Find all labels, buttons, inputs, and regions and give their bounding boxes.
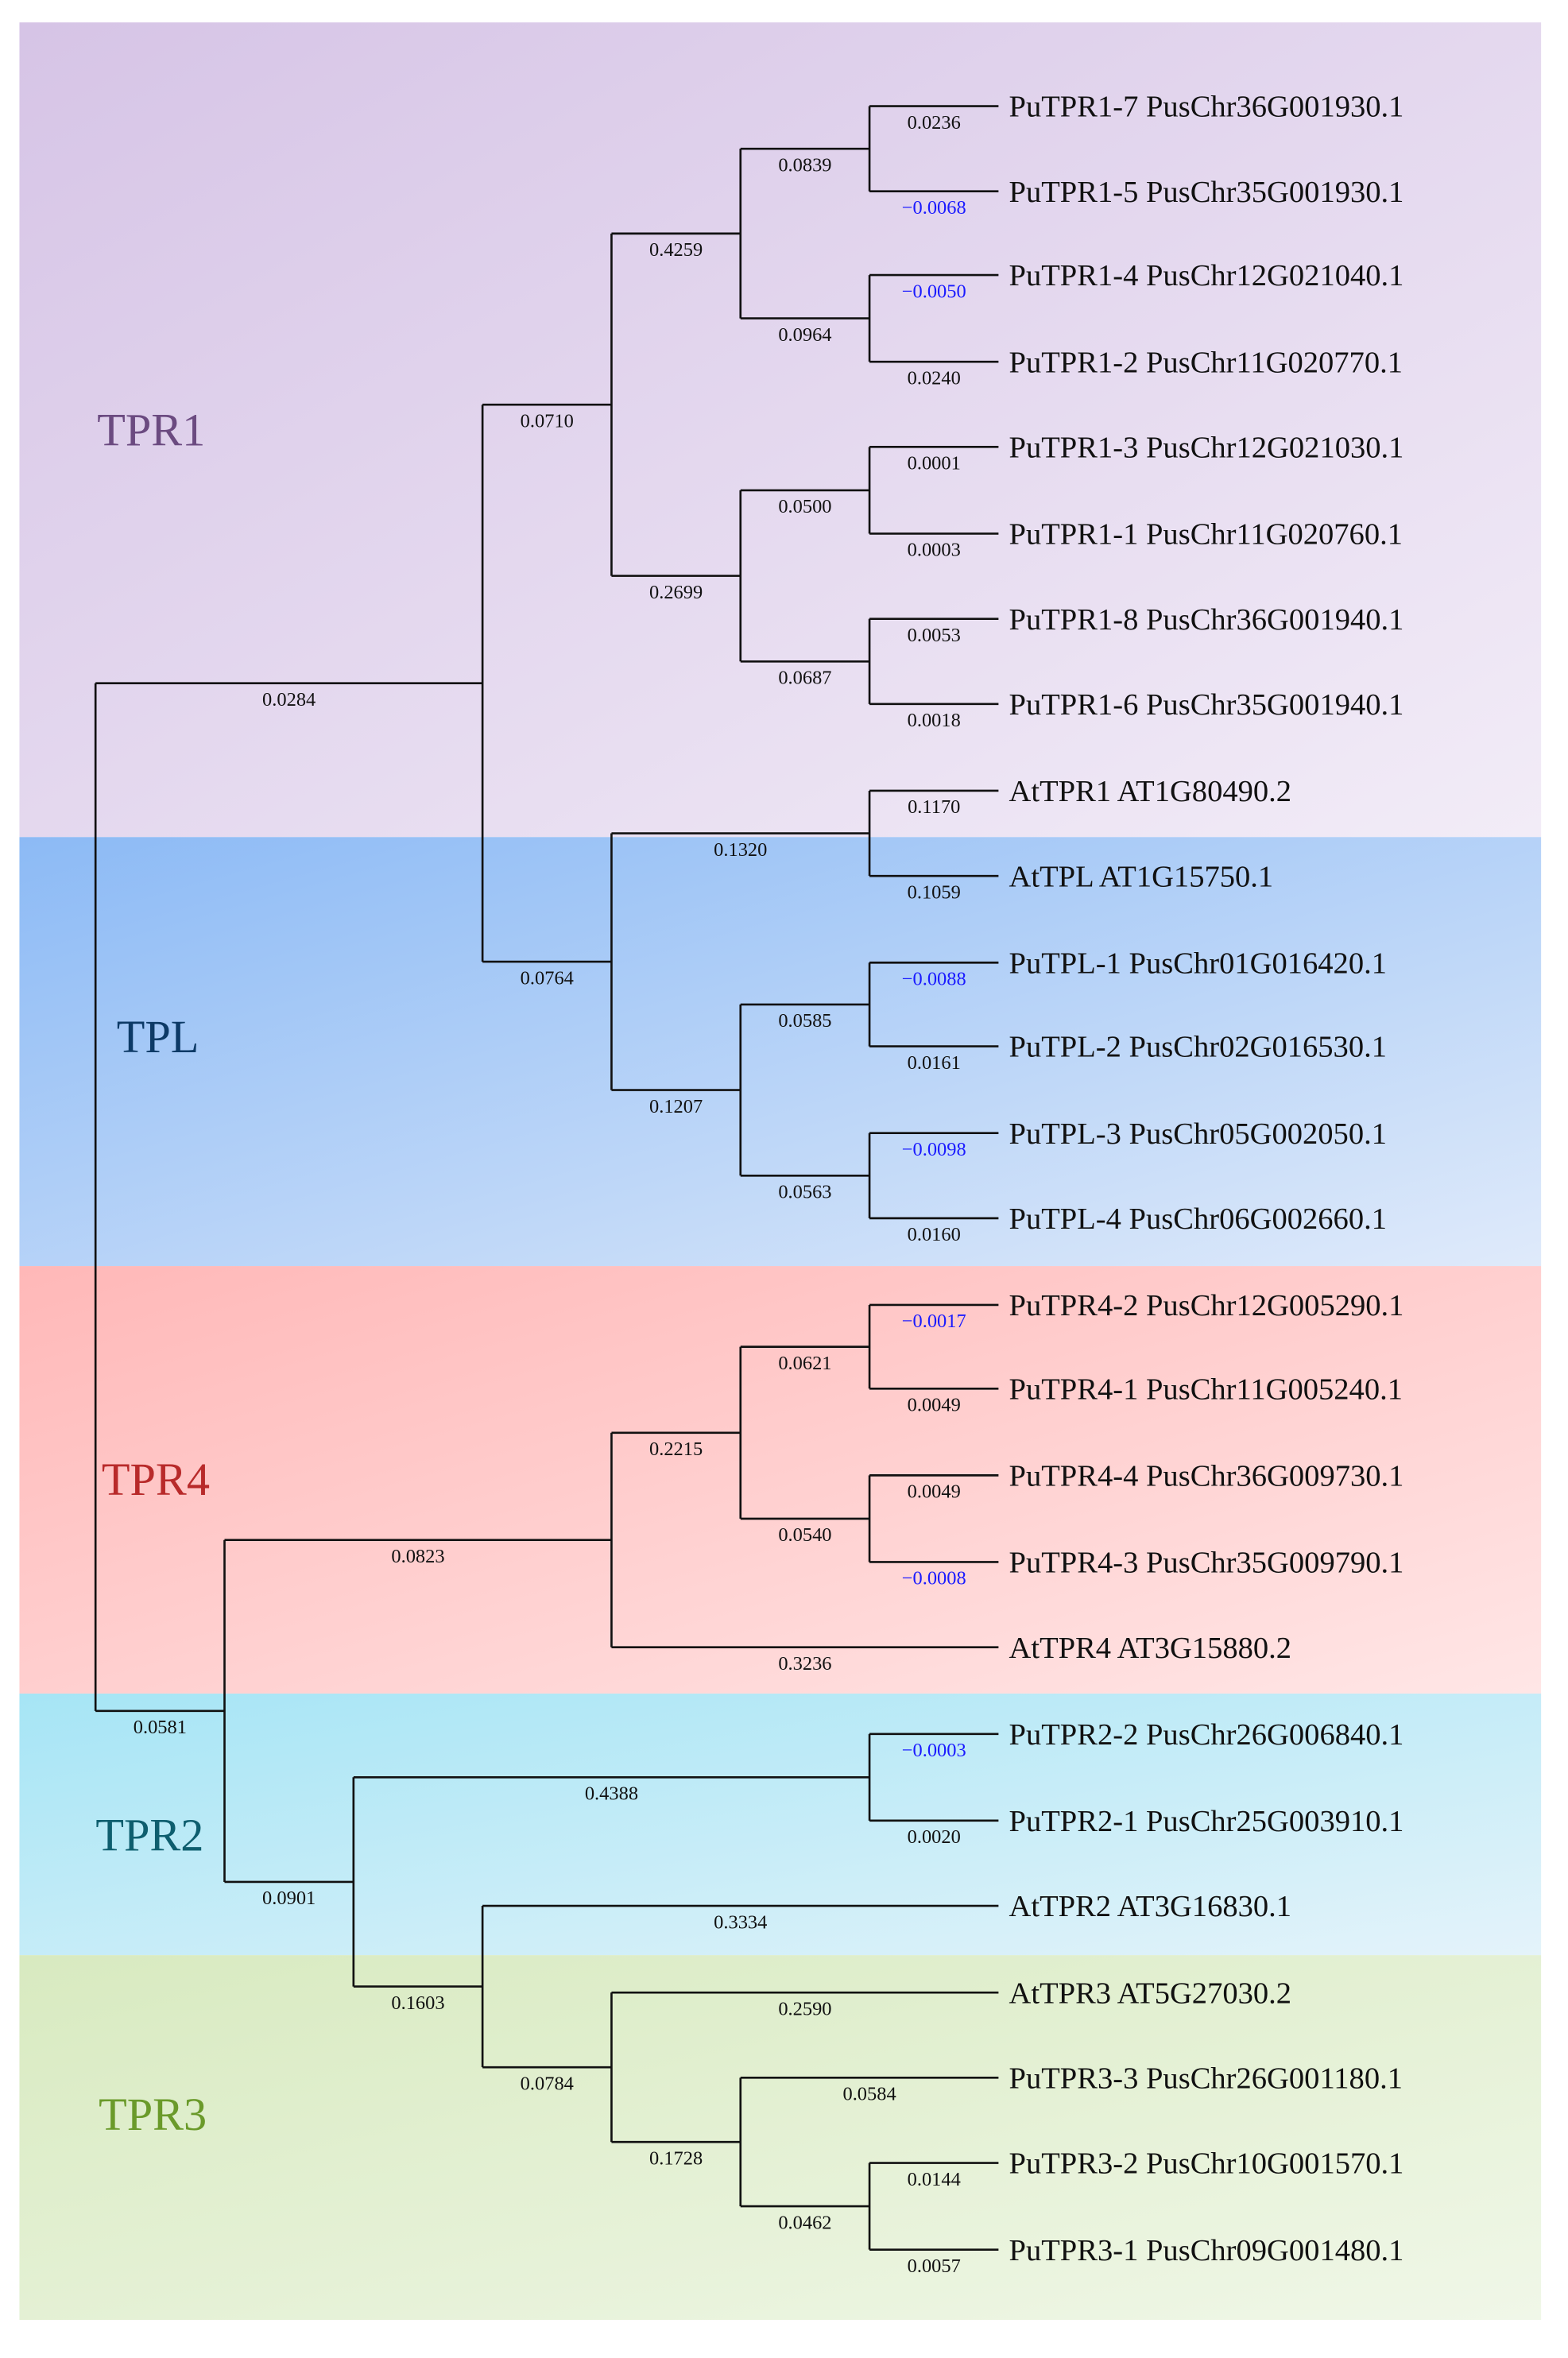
branch-length-label: −0.0068	[902, 197, 966, 219]
branch-length-label: 0.0057	[908, 2255, 961, 2277]
leaf-label: AtTPR4 AT3G15880.2	[1009, 1632, 1292, 1665]
branch-length-label: 0.0540	[778, 1524, 831, 1546]
leaf-label: PuTPR1-7 PusChr36G001930.1	[1009, 91, 1404, 124]
branch-length-label: 0.0585	[778, 1010, 831, 1032]
band-tpr1	[19, 22, 1542, 838]
branch-length-label: 0.0784	[521, 2073, 574, 2094]
branch-length-label: 0.0053	[908, 625, 961, 646]
branch-length-label: 0.0621	[778, 1353, 831, 1374]
leaf-label: AtTPL AT1G15750.1	[1009, 860, 1274, 893]
leaf-label: PuTPR2-1 PusChr25G003910.1	[1009, 1805, 1404, 1838]
branch-length-label: 0.1728	[649, 2147, 703, 2169]
leaf-label: PuTPR1-1 PusChr11G020760.1	[1009, 518, 1403, 552]
clade-label-tpr1: TPR1	[97, 404, 205, 455]
leaf-label: PuTPL-2 PusChr02G016530.1	[1009, 1031, 1387, 1064]
branch-length-label: −0.0088	[902, 968, 966, 989]
leaf-label: PuTPR3-2 PusChr10G001570.1	[1009, 2147, 1404, 2181]
branch-length-label: 0.0020	[908, 1826, 961, 1848]
branch-length-label: 0.1059	[908, 881, 961, 903]
leaf-label: PuTPR4-3 PusChr35G009790.1	[1009, 1547, 1404, 1580]
band-tpr2	[19, 1693, 1542, 1956]
branch-length-label: 0.0240	[908, 367, 961, 389]
branch-length-label: 0.0018	[908, 710, 961, 731]
tree-branches	[94, 105, 999, 2251]
clade-label-tpr2: TPR2	[95, 1809, 203, 1860]
leaf-label: PuTPR3-3 PusChr26G001180.1	[1009, 2062, 1403, 2096]
branch-length-label: 0.0500	[778, 496, 831, 517]
leaf-label: PuTPR4-2 PusChr12G005290.1	[1009, 1289, 1404, 1322]
leaf-label: AtTPR2 AT3G16830.1	[1009, 1890, 1292, 1923]
leaf-label: PuTPL-3 PusChr05G002050.1	[1009, 1117, 1387, 1151]
branch-length-label: −0.0008	[902, 1568, 966, 1589]
clade-label-tpr3: TPR3	[99, 2089, 207, 2140]
branch-length-label: 0.0144	[908, 2169, 961, 2190]
branch-length-label: 0.0161	[908, 1052, 961, 1074]
branch-length-label: −0.0098	[902, 1139, 966, 1160]
branch-length-label: 0.0839	[778, 154, 831, 176]
leaf-label: PuTPR1-3 PusChr12G021030.1	[1009, 432, 1404, 465]
branch-length-label: 0.0901	[262, 1888, 316, 1909]
branch-length-label: −0.0003	[902, 1740, 966, 1761]
branch-length-label: 0.1603	[391, 1992, 444, 2014]
branch-length-label: 0.0584	[842, 2084, 896, 2105]
branch-length-label: 0.4388	[585, 1783, 638, 1805]
branch-length-label: 0.0284	[262, 689, 316, 710]
branch-length-label: 0.4259	[649, 239, 703, 261]
branch-length-label: 0.0764	[521, 967, 574, 989]
leaf-label: PuTPR1-6 PusChr35G001940.1	[1009, 688, 1404, 722]
tree-labels: 0.0284 0.0710 0.4259 0.0839 0.0236 PuTPR1-7 P…	[134, 91, 1404, 2277]
clade-label-tpl: TPL	[117, 1011, 199, 1063]
branch-length-label: 0.3334	[714, 1911, 767, 1933]
clade-labels: TPR1 TPL TPR4 TPR2 TPR3	[95, 404, 210, 2140]
leaf-label: PuTPR2-2 PusChr26G006840.1	[1009, 1718, 1404, 1752]
branch-length-label: 0.3236	[778, 1653, 831, 1675]
leaf-label: PuTPL-1 PusChr01G016420.1	[1009, 947, 1387, 980]
branch-length-label: −0.0050	[902, 281, 966, 302]
branch-length-label: 0.1207	[649, 1096, 703, 1117]
leaf-label: PuTPR4-4 PusChr36G009730.1	[1009, 1460, 1404, 1493]
branch-length-label: 0.0003	[908, 540, 961, 561]
band-tpl	[19, 837, 1542, 1267]
branch-length-label: 0.0581	[134, 1717, 187, 1738]
branch-length-label: 0.2215	[649, 1438, 703, 1460]
branch-length-label: 0.0710	[521, 410, 574, 432]
branch-length-label: 0.0049	[908, 1394, 961, 1415]
branch-length-label: 0.1320	[714, 839, 767, 861]
branch-length-label: 0.1170	[908, 796, 960, 818]
branch-length-label: 0.0687	[778, 667, 831, 688]
band-tpr4	[19, 1266, 1542, 1694]
leaf-label: PuTPR1-5 PusChr35G001930.1	[1009, 176, 1404, 209]
branch-length-label: 0.0236	[908, 112, 961, 134]
branch-length-label: 0.0462	[778, 2212, 831, 2233]
branch-length-label: 0.0823	[391, 1546, 444, 1567]
leaf-label: AtTPR3 AT5G27030.2	[1009, 1977, 1292, 2010]
branch-length-label: 0.0049	[908, 1481, 961, 1503]
leaf-label: AtTPR1 AT1G80490.2	[1009, 775, 1292, 808]
branch-length-label: 0.2699	[649, 582, 703, 603]
branch-length-label: 0.0001	[908, 453, 961, 474]
branch-length-label: 0.0964	[778, 324, 831, 346]
leaf-label: PuTPR3-1 PusChr09G001480.1	[1009, 2234, 1404, 2267]
branch-length-label: 0.2590	[778, 1998, 831, 2019]
leaf-label: PuTPR4-1 PusChr11G005240.1	[1009, 1373, 1403, 1406]
branch-length-label: −0.0017	[902, 1311, 966, 1332]
clade-label-tpr4: TPR4	[102, 1454, 210, 1505]
branch-length-label: 0.0563	[778, 1181, 831, 1202]
leaf-label: PuTPL-4 PusChr06G002660.1	[1009, 1202, 1387, 1236]
leaf-label: PuTPR1-4 PusChr12G021040.1	[1009, 259, 1404, 292]
clade-background-bands	[19, 22, 1542, 2321]
leaf-label: PuTPR1-2 PusChr11G020770.1	[1009, 346, 1403, 379]
branch-length-label: 0.0160	[908, 1224, 961, 1245]
leaf-label: PuTPR1-8 PusChr36G001940.1	[1009, 603, 1404, 637]
band-tpr3	[19, 1955, 1542, 2321]
